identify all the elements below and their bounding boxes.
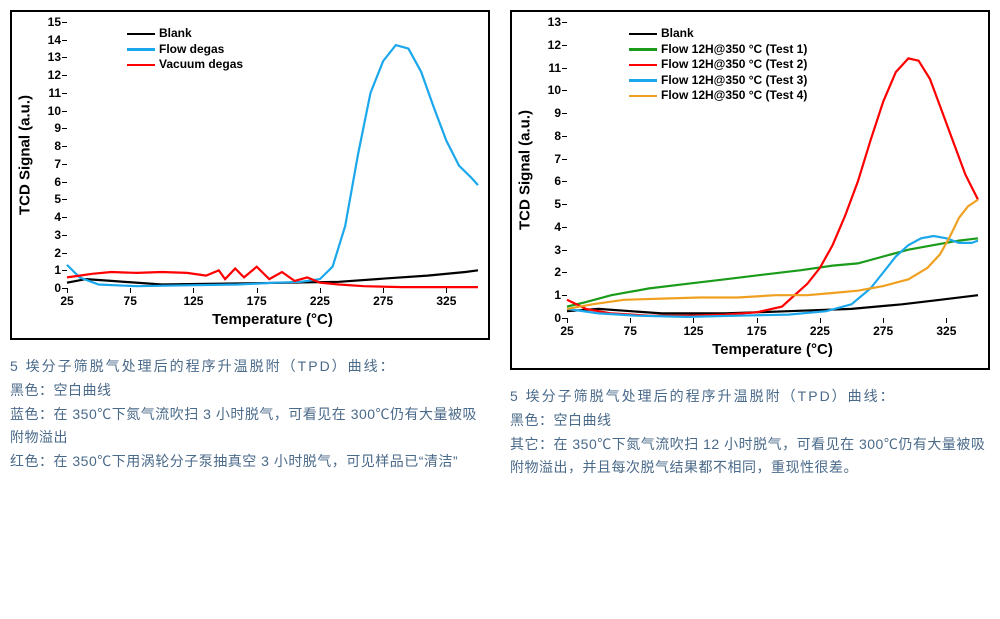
xtick-mark [820,318,821,323]
legend-swatch [127,64,155,67]
xtick-mark [883,318,884,323]
right-caption: 5 埃分子筛脱气处理后的程序升温脱附（TPD）曲线： 黑色：空白曲线其它：在 3… [510,385,990,480]
ytick-mark [562,295,567,296]
series-line [567,295,978,313]
legend-swatch [127,48,155,51]
left-caption-body: 黑色：空白曲线蓝色：在 350℃下氮气流吹扫 3 小时脱气，可看见在 300℃仍… [10,379,490,474]
caption-line: 其它：在 350℃下氮气流吹扫 12 小时脱气，可看见在 300℃仍有大量被吸附… [510,433,990,481]
right-caption-body: 黑色：空白曲线其它：在 350℃下氮气流吹扫 12 小时脱气，可看见在 300℃… [510,409,990,480]
xtick-mark [193,288,194,293]
legend-swatch [629,79,657,82]
ytick-mark [562,45,567,46]
xtick-mark [446,288,447,293]
ytick-mark [562,272,567,273]
right-xlabel: Temperature (°C) [712,341,833,358]
xtick-mark [630,318,631,323]
left-caption-title: 5 埃分子筛脱气处理后的程序升温脱附（TPD）曲线： [10,355,490,379]
ytick-mark [62,164,67,165]
ytick-mark [562,250,567,251]
legend-row: Vacuum degas [127,57,243,73]
ytick-mark [62,270,67,271]
xtick-mark [320,288,321,293]
ytick-mark [62,235,67,236]
legend-label: Blank [159,26,192,42]
legend-row: Blank [127,26,243,42]
legend-row: Blank [629,26,807,42]
ytick-mark [562,136,567,137]
xtick-mark [67,288,68,293]
ytick-mark [62,128,67,129]
right-chart: TCD Signal (a.u.) Temperature (°C) Blank… [510,10,990,370]
ytick-mark [62,217,67,218]
legend-row: Flow 12H@350 °C (Test 4) [629,88,807,104]
ytick-mark [62,253,67,254]
caption-line: 黑色：空白曲线 [10,379,490,403]
ytick-mark [562,113,567,114]
ytick-mark [562,22,567,23]
legend-label: Blank [661,26,694,42]
xtick-mark [130,288,131,293]
left-legend: BlankFlow degasVacuum degas [127,26,243,73]
ytick-mark [562,227,567,228]
ytick-mark [62,146,67,147]
legend-swatch [629,33,657,36]
legend-row: Flow 12H@350 °C (Test 1) [629,42,807,58]
legend-label: Flow degas [159,42,224,58]
ytick-mark [62,75,67,76]
legend-swatch [127,33,155,36]
right-plot-area: TCD Signal (a.u.) Temperature (°C) Blank… [567,22,978,318]
series-line [67,45,478,286]
left-plot-area: TCD Signal (a.u.) Temperature (°C) Blank… [67,22,478,288]
legend-row: Flow 12H@350 °C (Test 3) [629,73,807,89]
right-ylabel: TCD Signal (a.u.) [517,110,534,230]
xtick-mark [757,318,758,323]
legend-label: Flow 12H@350 °C (Test 4) [661,88,807,104]
ytick-mark [562,204,567,205]
caption-line: 蓝色：在 350℃下氮气流吹扫 3 小时脱气，可看见在 300℃仍有大量被吸附物… [10,403,490,451]
left-xlabel: Temperature (°C) [212,311,333,328]
xtick-mark [946,318,947,323]
legend-label: Flow 12H@350 °C (Test 1) [661,42,807,58]
left-chart: TCD Signal (a.u.) Temperature (°C) Blank… [10,10,490,340]
ytick-mark [562,68,567,69]
legend-swatch [629,48,657,51]
xtick-mark [693,318,694,323]
right-panel: TCD Signal (a.u.) Temperature (°C) Blank… [510,10,990,609]
ytick-mark [562,181,567,182]
legend-swatch [629,64,657,67]
ytick-mark [62,93,67,94]
right-caption-title: 5 埃分子筛脱气处理后的程序升温脱附（TPD）曲线： [510,385,990,409]
legend-row: Flow degas [127,42,243,58]
ytick-mark [62,22,67,23]
ytick-mark [562,90,567,91]
ytick-mark [62,111,67,112]
left-caption: 5 埃分子筛脱气处理后的程序升温脱附（TPD）曲线： 黑色：空白曲线蓝色：在 3… [10,355,490,474]
ytick-mark [62,182,67,183]
xtick-mark [567,318,568,323]
xtick-mark [257,288,258,293]
left-panel: TCD Signal (a.u.) Temperature (°C) Blank… [10,10,490,609]
caption-line: 黑色：空白曲线 [510,409,990,433]
ytick-mark [62,40,67,41]
caption-line: 红色：在 350℃下用涡轮分子泵抽真空 3 小时脱气，可见样品已“清洁” [10,450,490,474]
ytick-mark [62,199,67,200]
legend-row: Flow 12H@350 °C (Test 2) [629,57,807,73]
legend-label: Vacuum degas [159,57,243,73]
xtick-mark [383,288,384,293]
right-legend: BlankFlow 12H@350 °C (Test 1)Flow 12H@35… [629,26,807,104]
legend-swatch [629,95,657,98]
left-ylabel: TCD Signal (a.u.) [17,95,34,215]
ytick-mark [62,57,67,58]
ytick-mark [562,159,567,160]
legend-label: Flow 12H@350 °C (Test 2) [661,57,807,73]
legend-label: Flow 12H@350 °C (Test 3) [661,73,807,89]
